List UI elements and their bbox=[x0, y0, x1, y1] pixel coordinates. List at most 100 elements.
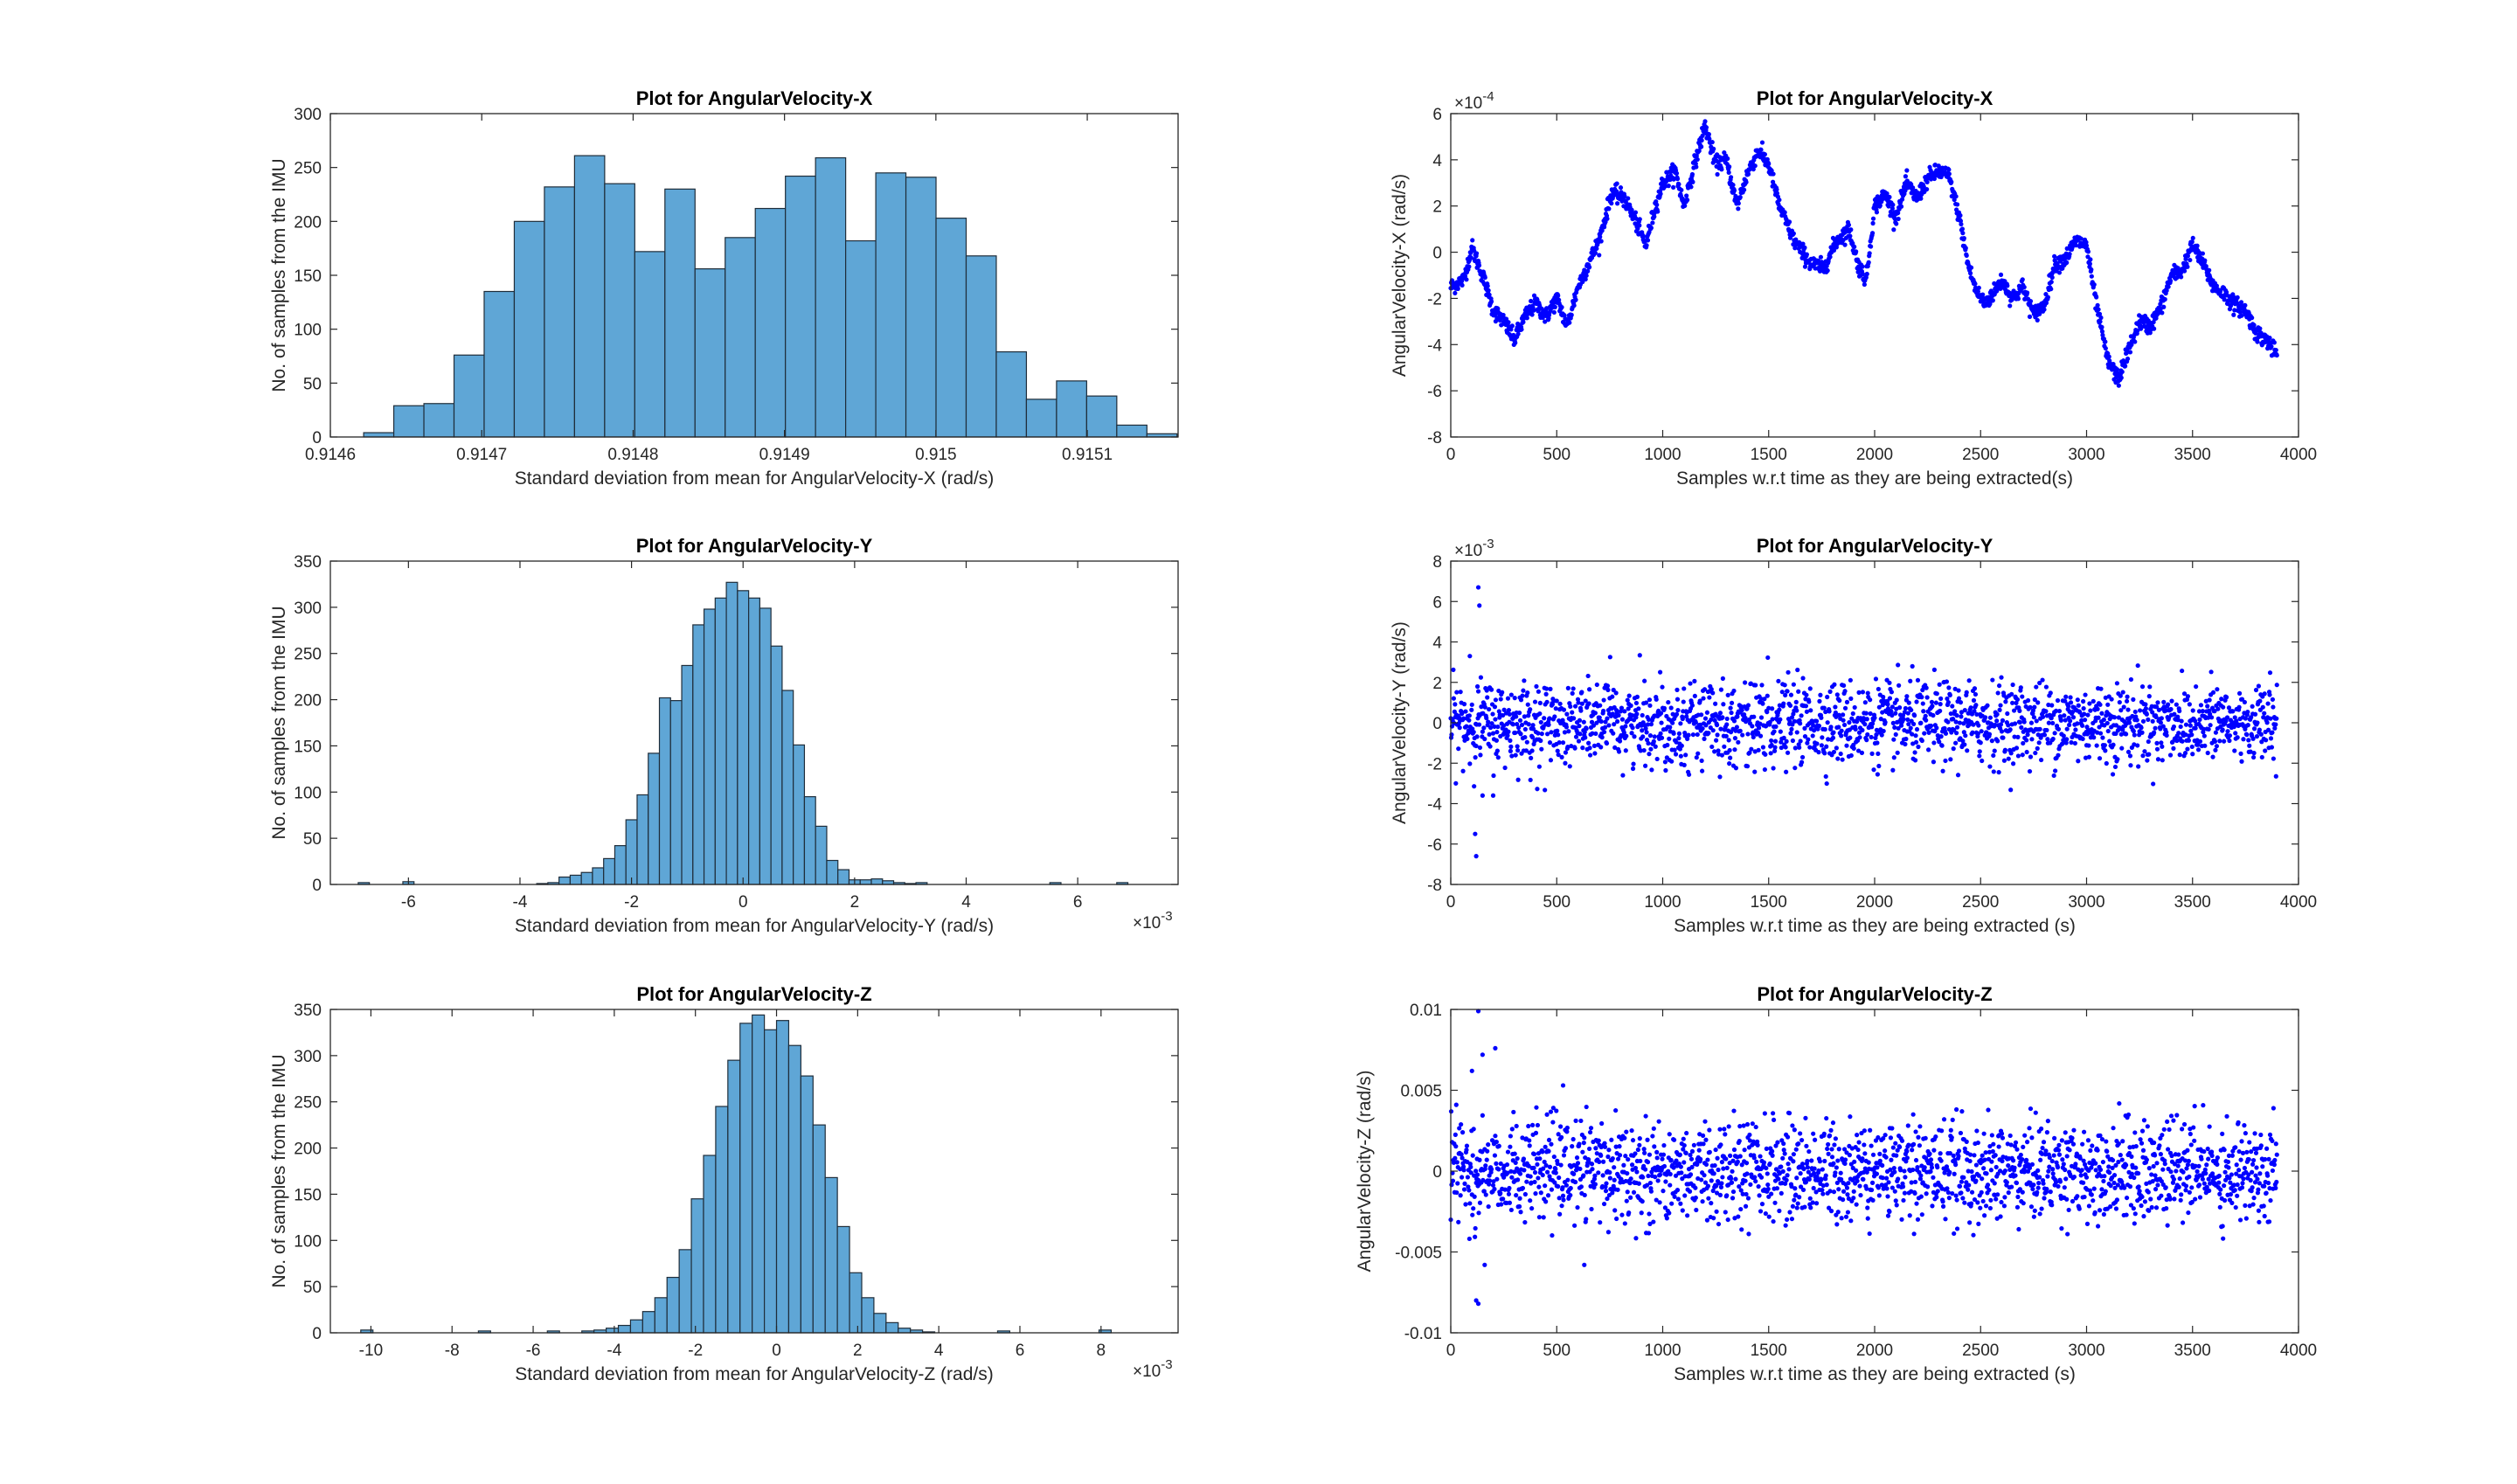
scatter-point bbox=[1681, 762, 1687, 767]
scatter-point bbox=[1772, 748, 1778, 753]
scatter-point bbox=[1590, 1167, 1595, 1172]
axes-box bbox=[329, 560, 1179, 885]
scatter-point bbox=[2215, 687, 2220, 692]
scatter-point bbox=[1921, 709, 1926, 714]
scatter-point bbox=[2132, 732, 2137, 738]
scatter-point bbox=[2131, 697, 2136, 702]
scatter-point bbox=[2056, 752, 2061, 758]
scatter-point bbox=[1773, 724, 1779, 729]
scatter-point bbox=[1712, 749, 1717, 754]
scatter-point bbox=[2186, 738, 2191, 743]
scatter-point bbox=[1998, 703, 2003, 708]
scatter-point bbox=[1706, 731, 1711, 736]
scatter-point bbox=[1494, 730, 1500, 735]
scatter-point bbox=[2025, 732, 2030, 738]
scatter-point bbox=[1937, 739, 1942, 745]
scatter-point bbox=[2207, 697, 2212, 703]
scatter-point bbox=[1583, 698, 1588, 704]
scatter-point bbox=[1607, 1175, 1612, 1181]
scatter-point bbox=[2010, 761, 2016, 766]
scatter-point bbox=[2252, 711, 2258, 717]
scatter-point bbox=[2146, 694, 2152, 699]
scatter-point bbox=[2042, 732, 2048, 738]
scatter-point bbox=[2034, 684, 2039, 690]
scatter-point bbox=[1663, 767, 1668, 773]
scatter-point bbox=[1721, 702, 1726, 707]
scatter-point bbox=[1883, 719, 1888, 725]
scatter-point bbox=[1453, 290, 1458, 295]
scatter-point bbox=[1528, 707, 1533, 712]
scatter-point bbox=[1676, 736, 1681, 741]
scatter-point bbox=[1536, 1184, 1542, 1189]
scatter-point bbox=[2160, 310, 2165, 316]
scatter-point bbox=[2214, 744, 2219, 749]
scatter-point bbox=[1770, 706, 1775, 711]
scatter-point bbox=[1995, 690, 2000, 696]
scatter-point bbox=[1853, 726, 1858, 732]
scatter-point bbox=[1925, 747, 1931, 752]
scatter-point bbox=[2010, 700, 2015, 705]
scatter-point bbox=[1669, 1201, 1675, 1206]
histogram-bar bbox=[692, 624, 705, 885]
scatter-point bbox=[1687, 1189, 1693, 1194]
scatter-point bbox=[1638, 748, 1643, 753]
scatter-point bbox=[1704, 710, 1710, 715]
scatter-point bbox=[2125, 707, 2131, 712]
histogram-bar bbox=[905, 177, 937, 438]
x-tick-label: 2000 bbox=[1856, 446, 1893, 464]
scatter-point bbox=[2176, 731, 2181, 736]
scatter-point bbox=[1938, 734, 1944, 739]
histogram-bar bbox=[770, 645, 783, 885]
scatter-point bbox=[1803, 704, 1809, 709]
scatter-point bbox=[2021, 719, 2027, 725]
scatter-point bbox=[1473, 251, 1480, 256]
scatter-point bbox=[1777, 707, 1782, 712]
scatter-point bbox=[1470, 238, 1475, 243]
scatter-point bbox=[1748, 681, 1753, 686]
scatter-point bbox=[1468, 250, 1473, 255]
scatter-point bbox=[1544, 1169, 1550, 1175]
scatter-point bbox=[1928, 723, 1934, 729]
y-tick-label: 150 bbox=[294, 738, 322, 756]
scatter-point bbox=[2155, 757, 2161, 762]
scatter-point bbox=[1597, 1159, 1602, 1164]
scatter-point bbox=[2190, 708, 2195, 713]
scatter-point bbox=[1659, 720, 1664, 725]
y-tick-label: 0 bbox=[1432, 715, 1442, 733]
scatter-point bbox=[1620, 773, 1626, 778]
scatter-point bbox=[2021, 740, 2026, 746]
scatter-point bbox=[1586, 265, 1592, 270]
scatter-point bbox=[1665, 742, 1670, 748]
scatter-point bbox=[1460, 1175, 1465, 1180]
scatter-point bbox=[1453, 702, 1458, 707]
scatter-point bbox=[1924, 685, 1929, 690]
scatter-point bbox=[2096, 307, 2101, 312]
scatter-point bbox=[1533, 1191, 1538, 1196]
scatter-point bbox=[2086, 754, 2092, 759]
histogram-bar bbox=[678, 1249, 692, 1334]
scatter-point bbox=[1709, 686, 1714, 692]
histogram-bar bbox=[875, 172, 907, 438]
scatter-point bbox=[1831, 749, 1837, 755]
scatter-point bbox=[1952, 727, 1957, 732]
scatter-point bbox=[1847, 720, 1852, 725]
scatter-point bbox=[1501, 707, 1507, 712]
scatter-point bbox=[2081, 698, 2086, 704]
scatter-point bbox=[2114, 681, 2120, 686]
scatter-point bbox=[1609, 201, 1614, 206]
x-axis-label: Samples w.r.t time as they are being ext… bbox=[1674, 916, 2076, 936]
scatter-point bbox=[1577, 718, 1583, 723]
scatter-point bbox=[2223, 695, 2229, 700]
scatter-point bbox=[1698, 1156, 1703, 1162]
scatter-point bbox=[1614, 189, 1619, 194]
scatter-point bbox=[1768, 751, 1773, 756]
scatter-point bbox=[2233, 731, 2238, 736]
scatter-point bbox=[1913, 739, 1919, 745]
scatter-point bbox=[1667, 1210, 1672, 1216]
scatter-point bbox=[2021, 284, 2027, 290]
scatter-point bbox=[1538, 738, 1543, 744]
histogram-bar bbox=[812, 1124, 826, 1334]
histogram-bar bbox=[569, 874, 582, 885]
scatter-point bbox=[1818, 692, 1823, 697]
scatter-point bbox=[1618, 185, 1624, 191]
